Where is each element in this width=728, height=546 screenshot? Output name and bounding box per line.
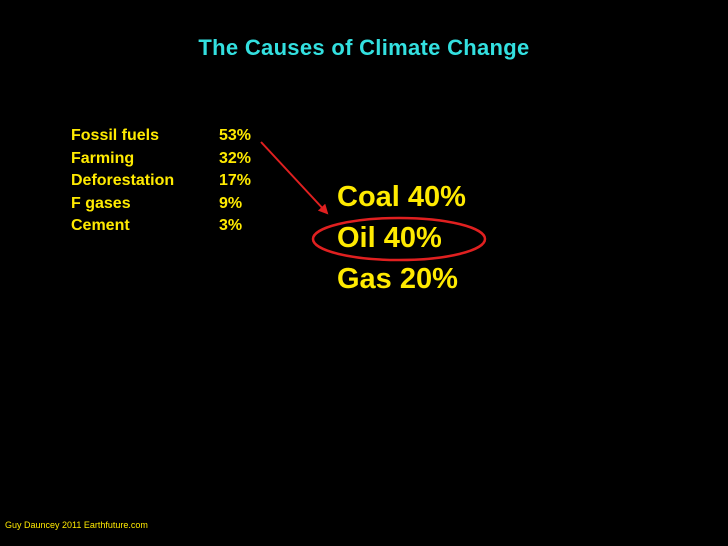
cause-name: Fossil fuels xyxy=(71,127,160,144)
footer-credit: Guy Dauncey 2011 Earthfuture.com xyxy=(5,520,148,530)
fuel-item-gas: Gas 20% xyxy=(337,263,458,295)
arrow-connector xyxy=(260,141,329,215)
cause-value: 17% xyxy=(219,172,252,189)
cause-name: Deforestation xyxy=(71,172,175,189)
cause-value: 32% xyxy=(219,149,252,167)
cause-value: 3% xyxy=(219,217,243,234)
cause-row-f-gases: F gases 9% xyxy=(71,193,251,216)
cause-name: F gases xyxy=(71,194,131,212)
cause-row-fossil-fuels: Fossil fuels 53% xyxy=(71,125,251,148)
fuel-item-oil: Oil 40% xyxy=(337,222,442,254)
cause-name: Cement xyxy=(71,217,130,234)
cause-row-farming: Farming 32% xyxy=(71,148,251,171)
cause-name: Farming xyxy=(71,149,135,167)
slide-title: The Causes of Climate Change xyxy=(198,35,530,60)
fuel-breakdown-list: Coal 40% Oil 40% Gas 20% xyxy=(337,177,466,300)
cause-row-cement: Cement 3% xyxy=(71,215,251,238)
causes-table: Fossil fuels 53% Farming 32% Deforestati… xyxy=(71,125,251,238)
cause-value: 9% xyxy=(219,194,243,212)
cause-value: 53% xyxy=(219,127,252,144)
cause-row-deforestation: Deforestation 17% xyxy=(71,170,251,193)
fuel-item-coal: Coal 40% xyxy=(337,181,466,213)
